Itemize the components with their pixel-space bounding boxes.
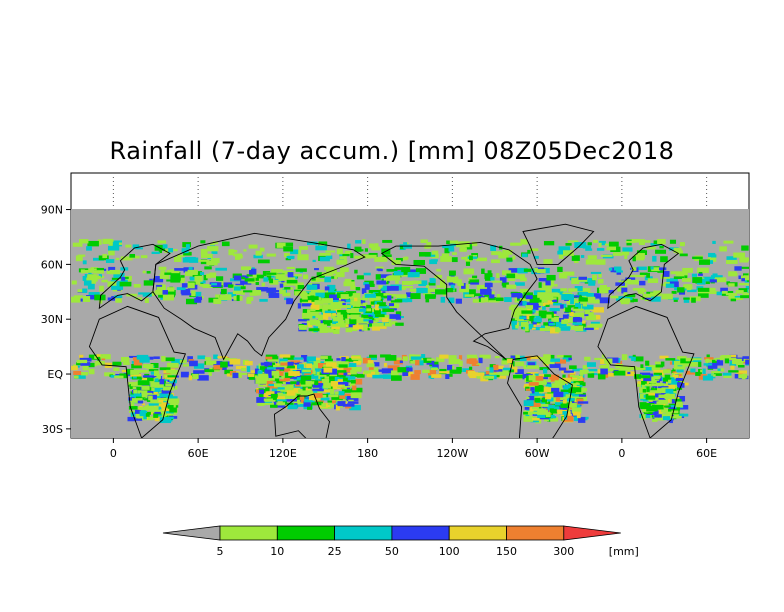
- y-tick-label: 90N: [41, 204, 63, 217]
- axis-ticks: 0 60E 120E 180 120W 60W 0 60E 90N 60N 30N EQ 30S: [41, 204, 717, 460]
- colorbar-label: 100: [439, 545, 460, 558]
- colorbar-legend: 5 10 25 50 100 150 300 [mm]: [162, 525, 639, 558]
- colorbar-segment: [391, 525, 450, 541]
- colorbar-label: 50: [385, 545, 399, 558]
- colorbar-label: 5: [217, 545, 224, 558]
- y-tick-label: EQ: [47, 368, 63, 381]
- x-tick-label: 60E: [696, 447, 717, 460]
- x-tick-label: 180: [357, 447, 378, 460]
- colorbar-segment: [506, 525, 565, 541]
- x-tick-label: 60W: [525, 447, 550, 460]
- y-tick-label: 30S: [42, 423, 63, 436]
- x-tick-label: 120W: [436, 447, 468, 460]
- colorbar-label: 25: [328, 545, 342, 558]
- colorbar-label: 150: [496, 545, 517, 558]
- colorbar-segment: [219, 525, 278, 541]
- colorbar-label: 300: [553, 545, 574, 558]
- x-tick-label: 120E: [269, 447, 297, 460]
- y-tick-label: 60N: [41, 258, 63, 271]
- y-tick-label: 30N: [41, 313, 63, 326]
- grid-lines: [112, 177, 708, 209]
- colorbar-unit: [mm]: [609, 545, 639, 558]
- x-tick-label: 60E: [188, 447, 209, 460]
- colorbar-label: 10: [270, 545, 284, 558]
- map-title: Rainfall (7-day accum.) [mm] 08Z05Dec201…: [109, 137, 675, 165]
- rainfall-field: [71, 238, 749, 424]
- x-tick-label: 0: [110, 447, 117, 460]
- colorbar-segment: [448, 525, 507, 541]
- colorbar-high-arrow: [563, 525, 621, 541]
- colorbar-segment: [334, 525, 393, 541]
- colorbar-segment: [276, 525, 335, 541]
- colorbar-low-arrow: [162, 525, 221, 541]
- x-tick-label: 0: [618, 447, 625, 460]
- coastlines: [88, 223, 695, 438]
